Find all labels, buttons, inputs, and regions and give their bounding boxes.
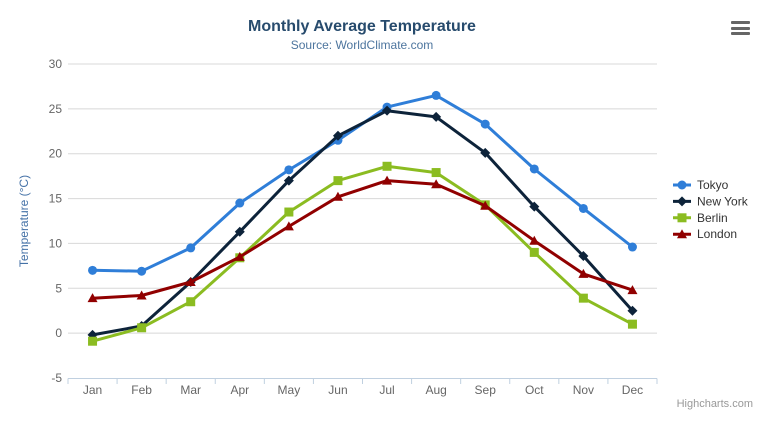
series-tokyo bbox=[88, 90, 637, 276]
y-axis-label: 25 bbox=[49, 102, 63, 116]
data-point-tokyo-jan[interactable] bbox=[88, 265, 98, 275]
series-line-berlin bbox=[91, 164, 634, 343]
x-axis-label-sep: Sep bbox=[475, 383, 497, 397]
y-axis-label: 5 bbox=[55, 281, 62, 295]
data-point-tokyo-aug[interactable] bbox=[431, 90, 441, 100]
data-point-london-jan[interactable] bbox=[87, 293, 98, 303]
data-point-new-york-oct[interactable] bbox=[529, 201, 540, 212]
hamburger-bar bbox=[731, 32, 750, 35]
export-menu-button[interactable] bbox=[731, 20, 752, 36]
hamburger-bar bbox=[731, 26, 750, 30]
y-axis-label: 0 bbox=[55, 326, 62, 340]
x-axis-label-nov: Nov bbox=[573, 383, 594, 397]
legend-marker-diamond bbox=[677, 196, 687, 207]
x-axis-label-aug: Aug bbox=[425, 383, 446, 397]
chart-subtitle: Source: WorldClimate.com bbox=[291, 38, 434, 52]
legend-item-new-york[interactable]: New York bbox=[673, 194, 749, 208]
data-point-tokyo-sep[interactable] bbox=[480, 119, 490, 129]
x-axis-label-jul: Jul bbox=[379, 383, 394, 397]
y-axis-label: 30 bbox=[49, 57, 63, 71]
data-point-tokyo-may[interactable] bbox=[284, 165, 294, 175]
y-axis-label: 20 bbox=[49, 147, 63, 161]
data-point-london-apr[interactable] bbox=[234, 251, 245, 261]
legend: Tokyo New York Berlin London bbox=[673, 178, 749, 241]
data-point-tokyo-feb[interactable] bbox=[137, 266, 147, 276]
legend-item-london[interactable]: London bbox=[673, 227, 737, 241]
x-axis-label-jan: Jan bbox=[83, 383, 102, 397]
data-point-berlin-aug[interactable] bbox=[431, 168, 441, 178]
legend-label: Berlin bbox=[697, 211, 728, 225]
data-point-london-oct[interactable] bbox=[529, 235, 540, 245]
x-axis-label-oct: Oct bbox=[525, 383, 544, 397]
x-axis-label-mar: Mar bbox=[180, 383, 201, 397]
x-axis-label-feb: Feb bbox=[131, 383, 152, 397]
legend-item-tokyo[interactable]: Tokyo bbox=[673, 178, 729, 192]
data-point-new-york-nov[interactable] bbox=[578, 250, 589, 261]
data-point-tokyo-dec[interactable] bbox=[627, 242, 637, 252]
axis-layer bbox=[67, 378, 658, 384]
data-point-berlin-oct[interactable] bbox=[529, 247, 539, 257]
data-point-london-mar[interactable] bbox=[185, 277, 196, 287]
data-point-berlin-nov[interactable] bbox=[578, 293, 588, 303]
legend-marker-circle bbox=[677, 180, 687, 190]
data-point-berlin-may[interactable] bbox=[284, 207, 294, 217]
data-point-london-dec[interactable] bbox=[627, 285, 638, 295]
data-point-london-jun[interactable] bbox=[332, 191, 343, 201]
data-point-berlin-jun[interactable] bbox=[333, 176, 343, 186]
y-axis-title: Temperature (°C) bbox=[17, 175, 31, 267]
data-point-new-york-dec[interactable] bbox=[627, 305, 638, 316]
legend-marker-triangle bbox=[677, 229, 687, 239]
data-point-new-york-may[interactable] bbox=[283, 175, 294, 186]
x-axis-label-dec: Dec bbox=[622, 383, 643, 397]
data-point-new-york-jul[interactable] bbox=[382, 105, 393, 116]
x-axis-label-jun: Jun bbox=[328, 383, 347, 397]
data-point-tokyo-oct[interactable] bbox=[529, 164, 539, 174]
data-point-berlin-jul[interactable] bbox=[382, 161, 392, 171]
y-axis-label: 15 bbox=[49, 192, 63, 206]
legend-label: London bbox=[697, 227, 737, 241]
credits-link[interactable]: Highcharts.com bbox=[677, 398, 753, 410]
data-point-berlin-dec[interactable] bbox=[627, 319, 637, 329]
data-point-london-feb[interactable] bbox=[136, 290, 147, 300]
series-line-new-york bbox=[91, 109, 634, 337]
data-point-tokyo-mar[interactable] bbox=[186, 243, 196, 253]
data-point-tokyo-nov[interactable] bbox=[578, 203, 588, 213]
data-point-new-york-sep[interactable] bbox=[480, 147, 491, 158]
series-london bbox=[87, 175, 638, 303]
data-point-london-aug[interactable] bbox=[431, 179, 442, 189]
series-line-london bbox=[91, 179, 634, 300]
data-point-london-jul[interactable] bbox=[382, 175, 393, 185]
x-axis-label-apr: Apr bbox=[230, 383, 249, 397]
y-axis-label: 10 bbox=[49, 236, 63, 250]
x-axis-label-may: May bbox=[278, 383, 301, 397]
data-point-berlin-jan[interactable] bbox=[88, 336, 98, 346]
y-axis-label: -5 bbox=[51, 371, 62, 385]
data-point-new-york-jun[interactable] bbox=[332, 130, 343, 141]
hamburger-bar bbox=[731, 21, 750, 24]
data-point-berlin-feb[interactable] bbox=[137, 323, 147, 333]
data-point-london-may[interactable] bbox=[283, 221, 294, 231]
data-point-berlin-mar[interactable] bbox=[186, 297, 196, 307]
data-point-new-york-aug[interactable] bbox=[431, 111, 442, 122]
data-point-new-york-apr[interactable] bbox=[234, 226, 245, 237]
data-point-tokyo-apr[interactable] bbox=[235, 198, 245, 208]
series-layer bbox=[87, 90, 638, 346]
series-new-york bbox=[87, 105, 638, 340]
axis-labels-layer: -5 0 5 10 15 20 25 30 Jan Feb Mar Apr May Jun Jul Aug Se… bbox=[49, 57, 643, 397]
legend-label: New York bbox=[697, 194, 749, 208]
legend-marker-square bbox=[677, 213, 687, 223]
data-point-london-sep[interactable] bbox=[480, 200, 491, 210]
legend-label: Tokyo bbox=[697, 178, 729, 192]
legend-item-berlin[interactable]: Berlin bbox=[673, 211, 728, 225]
chart-title: Monthly Average Temperature bbox=[248, 18, 476, 35]
data-point-london-nov[interactable] bbox=[578, 268, 589, 278]
